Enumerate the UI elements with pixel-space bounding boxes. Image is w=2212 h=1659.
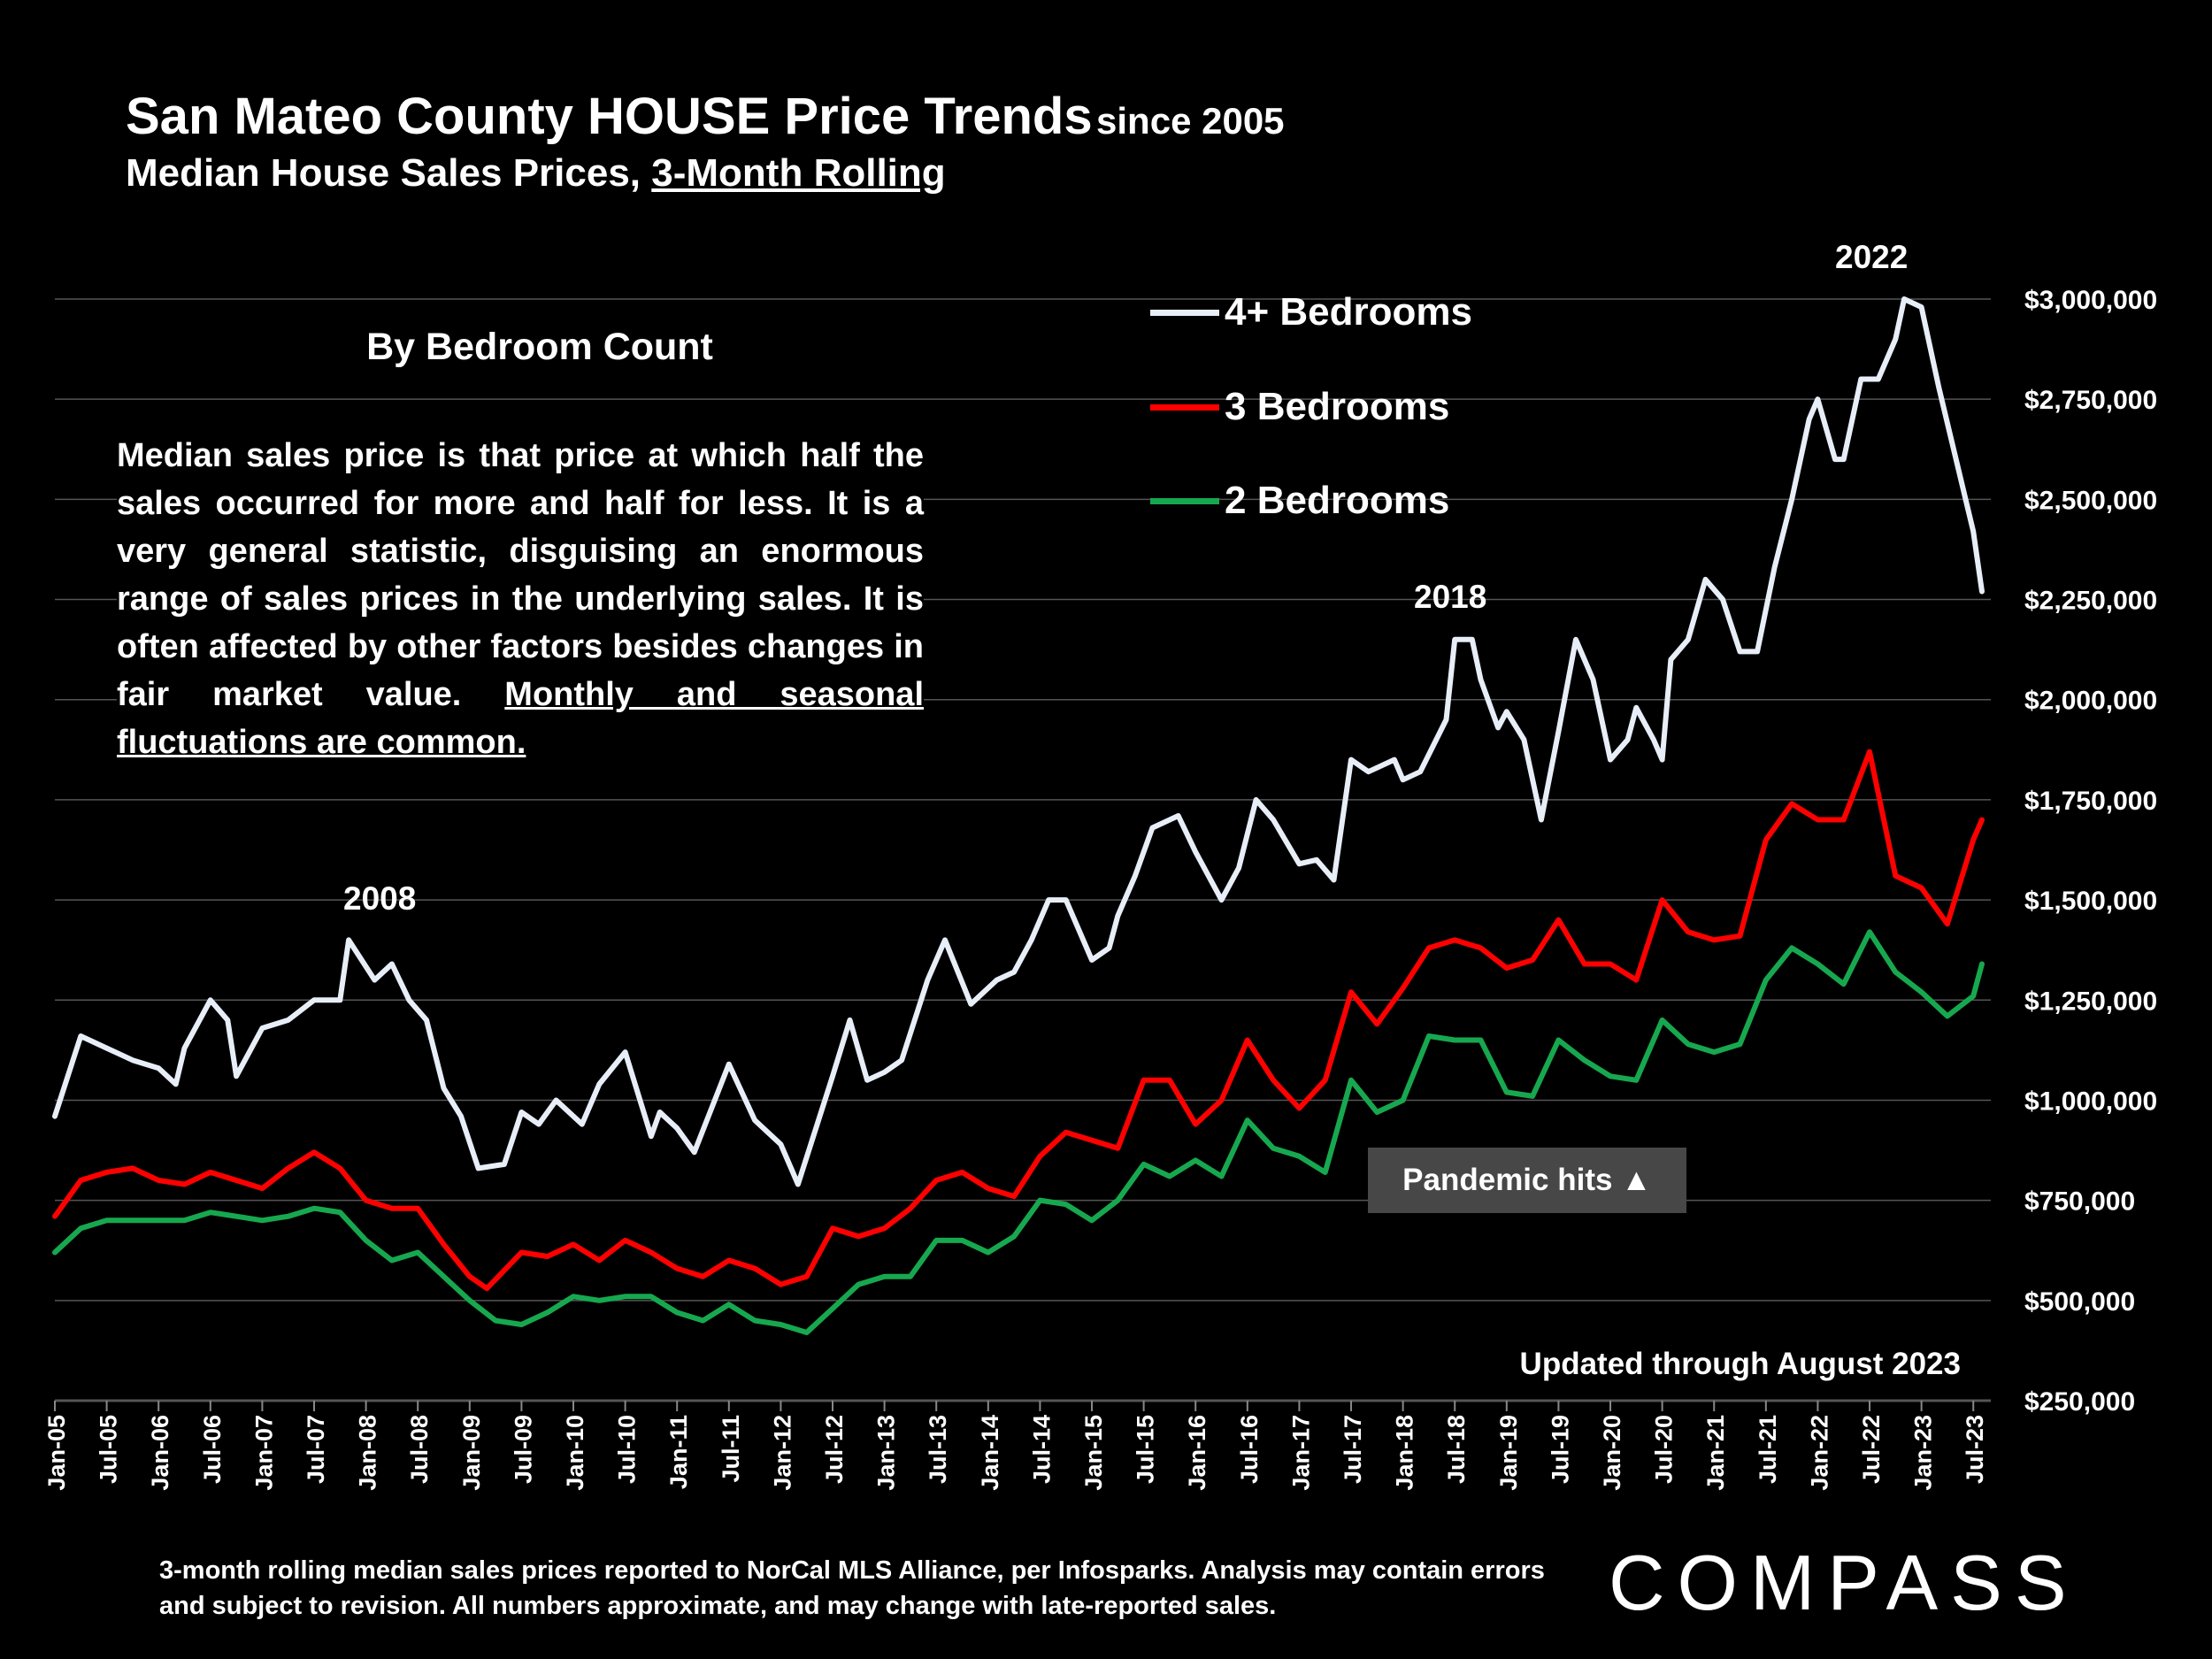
x-tick-label: Jan-12 <box>769 1415 795 1491</box>
y-tick-label: $2,500,000 <box>2024 486 2157 515</box>
note-heading: By Bedroom Count <box>366 326 713 368</box>
x-tick-label: Jan-18 <box>1392 1415 1418 1491</box>
grid-lines <box>55 298 1991 1402</box>
note-body-underlined: Monthly and seasonal fluctuations are co… <box>117 676 924 761</box>
subtitle-underlined: 3-Month Rolling <box>651 151 946 195</box>
x-tick-label: Jul-15 <box>1133 1415 1159 1484</box>
x-tick-label: Jan-11 <box>665 1415 692 1489</box>
y-tick-label: $2,250,000 <box>2024 587 2157 616</box>
series-line <box>52 296 1985 1187</box>
x-tick-label: Jul-18 <box>1443 1415 1470 1484</box>
x-tick-label: Jul-11 <box>718 1415 744 1483</box>
legend-item-3: 3 Bedrooms <box>1150 385 1449 429</box>
x-tick-label: Jan-22 <box>1806 1415 1832 1491</box>
x-tick-label: Jul-10 <box>614 1415 641 1484</box>
legend-label-4plus: 4+ Bedrooms <box>1225 290 1472 334</box>
x-tick-label: Jan-15 <box>1080 1415 1107 1491</box>
x-tick-label: Jul-07 <box>303 1415 329 1484</box>
legend-swatch-3 <box>1150 403 1219 411</box>
series-line <box>52 749 1985 1292</box>
note-body: Median sales price is that price at whic… <box>117 432 924 766</box>
y-tick-label: $750,000 <box>2024 1187 2135 1217</box>
x-tick-label: Jul-05 <box>96 1415 122 1484</box>
series-line <box>52 929 1985 1335</box>
x-tick-label: Jul-06 <box>199 1415 226 1484</box>
subtitle-prefix: Median House Sales Prices, <box>126 151 641 195</box>
y-axis-ticks: $250,000 $500,000 $750,000 $1,000,000 $1,250… <box>2024 286 2157 1417</box>
legend-swatch-4plus <box>1150 309 1219 316</box>
legend-label-2: 2 Bedrooms <box>1225 479 1450 522</box>
annotation-2022: 2022 <box>1835 239 1909 275</box>
x-tick-label: Jul-14 <box>1028 1415 1055 1484</box>
y-tick-label: $1,500,000 <box>2024 887 2157 916</box>
x-axis-ticks: Jan-05 Jul-05 Jan-06 Jul-06 Jan-07 Jul-07 Jan-… <box>43 1401 1988 1491</box>
x-tick-label: Jul-13 <box>925 1415 951 1484</box>
series-lines <box>52 296 1985 1335</box>
annotation-2018: 2018 <box>1414 579 1487 615</box>
compass-logo: COMPASS <box>1609 1539 2079 1626</box>
x-tick-label: Jan-05 <box>43 1415 70 1491</box>
x-tick-label: Jan-07 <box>250 1415 277 1491</box>
x-tick-label: Jan-06 <box>147 1415 173 1491</box>
pandemic-annotation: Pandemic hits ▲ <box>1368 1148 1686 1213</box>
title-block: San Mateo County HOUSE Price Trends sinc… <box>126 87 1285 196</box>
x-tick-label: Jul-09 <box>510 1415 536 1484</box>
note-body-text: Median sales price is that price at whic… <box>117 437 924 713</box>
y-tick-label: $3,000,000 <box>2024 286 2157 315</box>
legend-item-2: 2 Bedrooms <box>1150 479 1449 523</box>
legend-label-3: 3 Bedrooms <box>1225 385 1450 428</box>
chart-title: San Mateo County HOUSE Price Trends sinc… <box>126 87 1285 146</box>
x-tick-label: Jan-13 <box>873 1415 900 1491</box>
x-tick-label: Jan-16 <box>1184 1415 1210 1491</box>
x-tick-label: Jan-17 <box>1287 1415 1314 1491</box>
x-tick-label: Jan-08 <box>355 1415 381 1491</box>
x-tick-label: Jul-19 <box>1547 1415 1573 1484</box>
x-tick-label: Jul-17 <box>1340 1415 1366 1484</box>
x-tick-label: Jan-09 <box>458 1415 485 1491</box>
x-tick-label: Jan-14 <box>977 1415 1003 1491</box>
title-suffix: since 2005 <box>1096 100 1285 142</box>
x-tick-label: Jul-16 <box>1236 1415 1263 1484</box>
updated-note: Updated through August 2023 <box>1519 1347 1961 1381</box>
x-tick-label: Jan-21 <box>1702 1415 1729 1491</box>
x-tick-label: Jul-21 <box>1755 1415 1781 1484</box>
y-tick-label: $1,000,000 <box>2024 1087 2157 1116</box>
y-tick-label: $500,000 <box>2024 1287 2135 1317</box>
x-tick-label: Jan-23 <box>1910 1415 1937 1491</box>
x-tick-label: Jul-12 <box>821 1415 848 1484</box>
x-tick-label: Jul-22 <box>1858 1415 1885 1484</box>
x-tick-label: Jan-20 <box>1599 1415 1625 1491</box>
y-tick-label: $1,250,000 <box>2024 987 2157 1016</box>
legend-swatch-2 <box>1150 497 1219 504</box>
x-tick-label: Jul-23 <box>1962 1415 1988 1484</box>
chart-subtitle: Median House Sales Prices, 3-Month Rolli… <box>126 151 1285 196</box>
annotation-2008: 2008 <box>343 880 417 917</box>
x-tick-label: Jan-10 <box>562 1415 588 1491</box>
legend-item-4plus: 4+ Bedrooms <box>1150 290 1472 334</box>
title-main: San Mateo County HOUSE Price Trends <box>126 88 1093 145</box>
y-tick-label: $2,000,000 <box>2024 687 2157 716</box>
x-tick-label: Jan-19 <box>1495 1415 1522 1491</box>
y-tick-label: $2,750,000 <box>2024 386 2157 415</box>
x-tick-label: Jul-20 <box>1651 1415 1678 1484</box>
footer-source-note: 3-month rolling median sales prices repo… <box>159 1556 1545 1620</box>
y-tick-label: $1,750,000 <box>2024 787 2157 816</box>
x-tick-label: Jul-08 <box>406 1415 433 1484</box>
y-tick-label: $250,000 <box>2024 1387 2135 1417</box>
